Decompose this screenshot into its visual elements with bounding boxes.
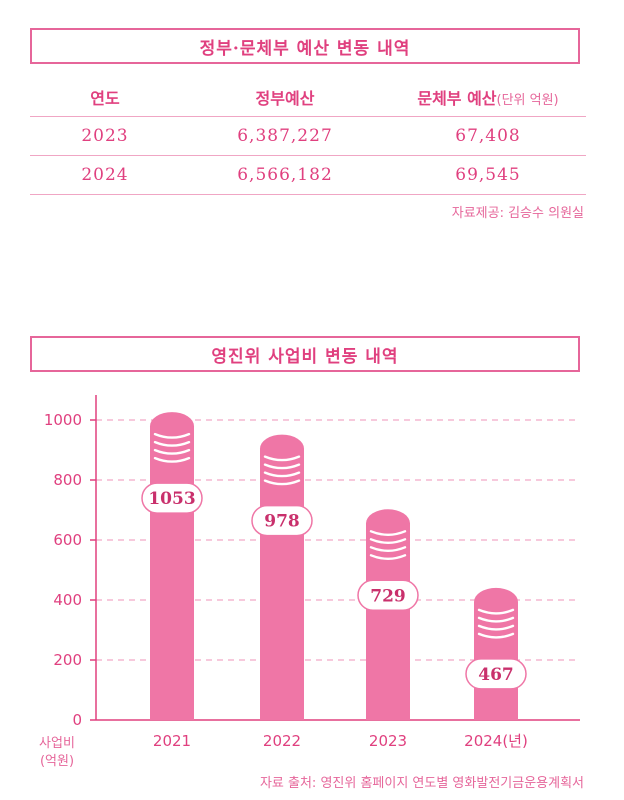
bar-stripe (369, 530, 407, 536)
cell-year: 2024 (30, 155, 180, 195)
x-tick-label: 2021 (153, 732, 191, 750)
y-axis-label-line2: (억원) (39, 754, 75, 769)
bar-stripe (263, 479, 301, 486)
cell-mcst-budget: 69,545 (390, 155, 586, 195)
table-row: 2023 6,387,227 67,408 (30, 116, 586, 156)
y-tick-label: 1000 (44, 411, 82, 429)
data-label: 467 (478, 665, 514, 685)
data-label-bg (465, 658, 527, 690)
bar-stripe (263, 455, 301, 462)
y-axis-label-line1: 사업비 (39, 736, 75, 751)
cell-year: 2023 (30, 116, 180, 156)
bar-stripe (477, 616, 515, 623)
bar (474, 587, 518, 720)
bar-stripe (153, 456, 191, 463)
table-source: 자료제공: 김승수 의원실 (451, 206, 584, 221)
chart-title: 영진위 사업비 변동 내역 (30, 336, 580, 372)
cell-mcst-budget: 67,408 (390, 116, 586, 156)
bar-stripe (477, 608, 515, 615)
bar-stripe (263, 471, 301, 478)
header-gov-budget: 정부예산 (180, 78, 390, 117)
table-title: 정부·문체부 예산 변동 내역 (30, 28, 580, 64)
chart-source: 자료 출처: 영진위 홈페이지 연도별 영화발전기금운용계획서 (259, 776, 584, 791)
bar-stripe (153, 448, 191, 455)
cell-gov-budget: 6,566,182 (180, 155, 390, 195)
y-tick-label: 600 (53, 531, 82, 549)
bar-stripe (153, 432, 191, 439)
cell-gov-budget: 6,387,227 (180, 116, 390, 156)
data-label: 729 (370, 586, 406, 606)
data-label-bg (251, 504, 313, 537)
x-tick-label: 2023 (369, 732, 407, 750)
y-tick-label: 800 (53, 471, 82, 489)
y-axis-label: 사업비 (억원) (24, 735, 90, 771)
bar-stripe (153, 440, 191, 447)
header-year: 연도 (30, 78, 180, 117)
data-label-bg (357, 579, 419, 612)
bar-stripe (477, 632, 515, 639)
bar (366, 509, 410, 720)
data-label: 978 (264, 512, 300, 532)
table-row: 2024 6,566,182 69,545 (30, 155, 586, 195)
y-tick-label: 200 (53, 651, 82, 669)
data-label: 1053 (148, 489, 195, 509)
y-tick-label: 0 (72, 711, 82, 729)
bar-stripe (369, 546, 407, 552)
budget-table: 연도 정부예산 문체부 예산(단위 억원) 2023 6,387,227 67,… (30, 78, 586, 195)
x-tick-label: 2022 (263, 732, 301, 750)
table-header-row: 연도 정부예산 문체부 예산(단위 억원) (30, 78, 586, 117)
data-label-bg (141, 482, 203, 514)
header-mcst-budget: 문체부 예산(단위 억원) (390, 78, 586, 117)
bar (260, 434, 304, 720)
bar-stripe (369, 554, 407, 560)
bar-stripe (263, 463, 301, 470)
unit-label: (단위 억원) (496, 93, 559, 108)
x-tick-label: 2024(년) (464, 732, 528, 750)
bar-stripe (369, 538, 407, 544)
header-mcst-label: 문체부 예산 (417, 89, 497, 108)
bar-stripe (477, 624, 515, 631)
y-tick-label: 400 (53, 591, 82, 609)
